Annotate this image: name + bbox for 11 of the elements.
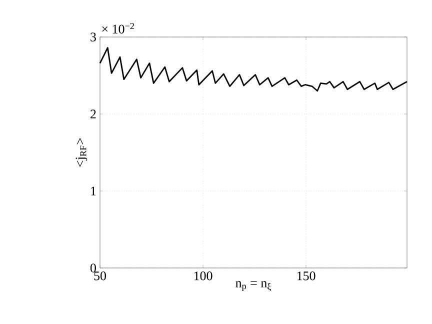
y-tick-label: 1 bbox=[91, 186, 96, 196]
x-tick-label: 150 bbox=[297, 272, 316, 280]
y-axis-title: <j$_{RF}$> bbox=[76, 138, 88, 167]
x-tick-label: 50 bbox=[94, 272, 106, 280]
text: × 10$^{−2}$ bbox=[102, 22, 134, 34]
y-tick-label: 3 bbox=[90, 32, 96, 42]
y-tick-label: 0 bbox=[90, 264, 96, 272]
x-tick-label: 100 bbox=[194, 272, 212, 280]
line-series bbox=[99, 47, 408, 92]
y-tick-label: 2 bbox=[90, 110, 96, 118]
x-axis-title: n$_{p}$ = n$_{ξ}$ bbox=[236, 281, 272, 292]
